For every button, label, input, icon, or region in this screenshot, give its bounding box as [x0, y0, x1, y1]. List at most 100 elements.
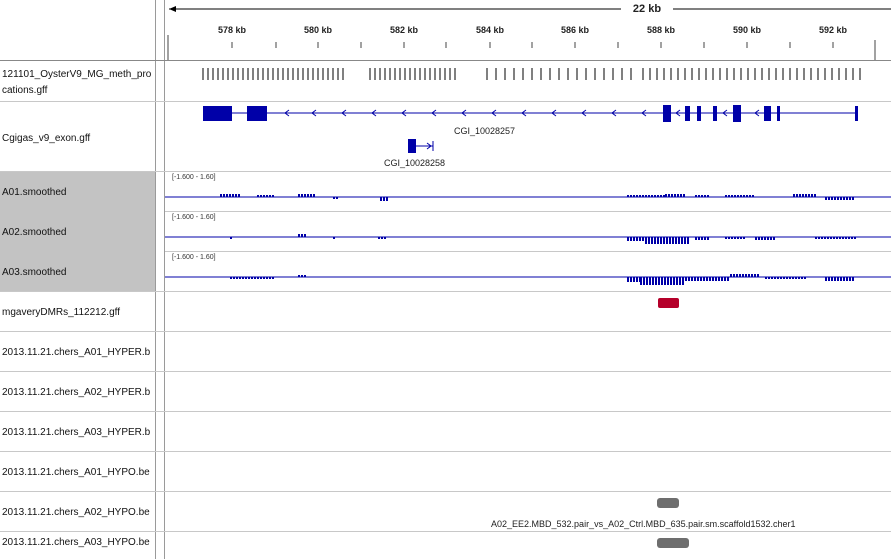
signal-bar — [661, 277, 663, 285]
signal-bar — [746, 195, 748, 197]
track-a01-hyper[interactable] — [165, 332, 891, 372]
signal-bar — [257, 277, 259, 279]
signal-bar — [333, 197, 335, 199]
signal-bar — [773, 237, 775, 240]
signal-bar — [843, 277, 845, 281]
signal-bar — [783, 277, 785, 279]
signal-bar — [645, 195, 647, 197]
signal-bar — [748, 274, 750, 277]
track-name-a01-hypo-label: 2013.11.21.chers_A01_HYPO.be — [2, 467, 150, 478]
track-methylation[interactable] — [165, 62, 891, 102]
signal-bar — [640, 277, 642, 285]
track-a02[interactable]: [-1.600 - 1.60] — [165, 212, 891, 252]
track-name-a03-hyper[interactable]: 2013.11.21.chers_A03_HYPER.b — [0, 412, 155, 452]
signal-bar — [633, 195, 635, 197]
signal-bar — [248, 277, 250, 279]
signal-bar — [752, 195, 754, 197]
signal-bar — [780, 277, 782, 279]
signal-bar — [298, 194, 300, 197]
track-dmr[interactable] — [165, 292, 891, 332]
track-a01[interactable]: [-1.600 - 1.60] — [165, 172, 891, 212]
track-a03[interactable]: [-1.600 - 1.60] — [165, 252, 891, 292]
track-name-a01-hypo[interactable]: 2013.11.21.chers_A01_HYPO.be — [0, 452, 155, 492]
attribute-panel-divider[interactable] — [155, 0, 165, 559]
signal-bar — [251, 277, 253, 279]
exon-block — [855, 106, 858, 121]
track-a03-hyper[interactable] — [165, 412, 891, 452]
signal-bar — [814, 194, 816, 197]
signal-bar — [663, 237, 665, 244]
signal-bar — [701, 195, 703, 197]
signal-bar — [725, 237, 727, 239]
track-name-a02-hypo[interactable]: 2013.11.21.chers_A02_HYPO.be — [0, 492, 155, 532]
track-name-a02[interactable]: A02.smoothed — [0, 212, 155, 252]
ruler-tick-label: 584 kb — [475, 25, 505, 35]
signal-bar — [680, 194, 682, 197]
signal-bar — [651, 237, 653, 244]
signal-bar — [839, 237, 841, 239]
track-a02-hypo[interactable]: A02_EE2.MBD_532.pair_vs_A02_Ctrl.MBD_635… — [165, 492, 891, 532]
signal-bar — [837, 197, 839, 200]
signal-bar — [727, 277, 729, 281]
signal-bar — [761, 237, 763, 240]
track-name-a02-hyper-label: 2013.11.21.chers_A02_HYPER.b — [2, 387, 151, 398]
track-name-a01[interactable]: A01.smoothed — [0, 172, 155, 212]
track-divider — [0, 331, 891, 332]
signal-bar — [639, 237, 641, 241]
signal-bar — [733, 274, 735, 277]
track-divider — [0, 171, 891, 172]
signal-bar — [834, 197, 836, 200]
signal-bar — [840, 197, 842, 200]
track-name-methylation[interactable]: 121101_OysterV9_MG_meth_pro cations.gff — [0, 62, 155, 102]
track-exon[interactable]: CGI_10028257 CGI_10028258 — [165, 102, 891, 172]
methylation-features — [202, 68, 861, 80]
signal-bar — [842, 237, 844, 239]
track-name-a01-hyper[interactable]: 2013.11.21.chers_A01_HYPER.b — [0, 332, 155, 372]
track-a02-hyper[interactable] — [165, 372, 891, 412]
signal-bar — [721, 277, 723, 281]
data-panel[interactable]: 22 kb 578 kb 580 kb 582 kb 584 kb 586 kb… — [165, 0, 891, 559]
signal-bar — [236, 277, 238, 279]
signal-bar — [697, 277, 699, 281]
signal-bar — [677, 194, 679, 197]
exon-block — [764, 106, 771, 121]
track-name-dmr[interactable]: mgaveryDMRs_112212.gff — [0, 292, 155, 332]
track-a01-hypo[interactable] — [165, 452, 891, 492]
signal-bar — [301, 194, 303, 197]
hypo-feature — [657, 498, 679, 508]
signal-bar — [767, 237, 769, 240]
ruler[interactable]: 22 kb 578 kb 580 kb 582 kb 584 kb 586 kb… — [165, 0, 891, 60]
signal-bar — [666, 237, 668, 244]
signal-bar — [695, 195, 697, 197]
signal-bar — [674, 194, 676, 197]
data-range-label: [-1.600 - 1.60] — [172, 214, 216, 221]
track-name-a02-hypo-label: 2013.11.21.chers_A02_HYPO.be — [2, 507, 150, 518]
signal-bar — [230, 237, 232, 239]
a03-hypo-features — [657, 538, 689, 548]
track-divider — [165, 251, 891, 252]
a03-signal — [165, 274, 891, 285]
signal-bar — [742, 274, 744, 277]
signal-bar — [272, 277, 274, 279]
signal-bar — [642, 237, 644, 241]
track-name-a02-hyper[interactable]: 2013.11.21.chers_A02_HYPER.b — [0, 372, 155, 412]
signal-bar — [765, 277, 767, 279]
signal-bar — [852, 197, 854, 200]
dmr-features — [658, 298, 679, 308]
track-a03-hypo[interactable] — [165, 532, 891, 559]
signal-bar — [802, 194, 804, 197]
track-name-a03-hypo[interactable]: 2013.11.21.chers_A03_HYPO.be — [0, 532, 155, 559]
signal-bar — [799, 194, 801, 197]
signal-bar — [734, 237, 736, 239]
signal-bar — [837, 277, 839, 281]
signal-bar — [652, 277, 654, 285]
ruler-tick-label: 590 kb — [732, 25, 762, 35]
signal-bar — [646, 277, 648, 285]
track-name-exon[interactable]: Cgigas_v9_exon.gff — [0, 102, 155, 172]
signal-bar — [220, 194, 222, 197]
track-divider — [165, 211, 891, 212]
exon-block — [685, 106, 690, 121]
signal-bar — [266, 277, 268, 279]
track-name-a03[interactable]: A03.smoothed — [0, 252, 155, 292]
signal-bar — [627, 237, 629, 241]
